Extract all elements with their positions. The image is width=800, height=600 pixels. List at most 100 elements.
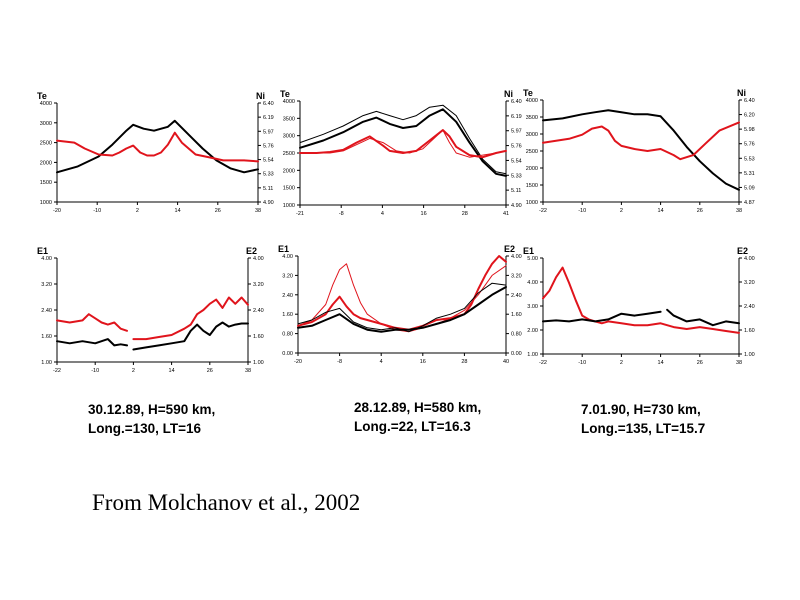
- x-tick-label: -22: [539, 360, 547, 366]
- y-left-tick-label: 3.00: [527, 304, 538, 310]
- caption-right-line2: Long.=135, LT=15.7: [581, 421, 706, 436]
- caption-right: 7.01.90, H=730 km, Long.=135, LT=15.7: [581, 400, 705, 438]
- y-right-tick-label: 4.87: [744, 200, 755, 206]
- y-right-tick-label: 4.00: [253, 256, 264, 262]
- x-tick-label: -21: [296, 211, 304, 217]
- x-tick-label: 41: [503, 211, 509, 217]
- x-tick-label: 4: [380, 359, 383, 365]
- caption-right-line1: 7.01.90, H=730 km,: [581, 402, 701, 417]
- y-right-tick-label: 2.40: [253, 308, 264, 314]
- y-right-tick-label: 1.00: [253, 360, 264, 366]
- series-line-black-4: [297, 282, 507, 333]
- x-tick-label: 38: [255, 208, 261, 214]
- y-left-tick-label: 1.60: [282, 312, 293, 318]
- y-left-tick-label: 1000: [40, 200, 52, 206]
- x-tick-label: 26: [697, 208, 703, 214]
- caption-middle-line2: Long.=22, LT=16.3: [354, 419, 471, 434]
- y-left-tick-label: 3500: [526, 115, 538, 121]
- y-left-tick-label: 4.00: [282, 254, 293, 260]
- y-right-tick-label: 5.09: [744, 185, 755, 191]
- y-left-tick-label: 4000: [40, 101, 52, 107]
- series-line-red-2: [132, 296, 249, 341]
- y-left-tick-label: 3000: [283, 134, 295, 140]
- y-right-tick-label: 5.33: [263, 172, 274, 178]
- x-tick-label: 38: [736, 208, 742, 214]
- series-line-black-2: [299, 104, 507, 175]
- chart-panel-3: Te Ni 1000 1500 2000 2500 3000 3500 4000 4.87 5.09…: [523, 88, 755, 214]
- x-tick-label: 16: [421, 211, 427, 217]
- y-left-tick-label: 3000: [526, 132, 538, 138]
- x-tick-label: 14: [658, 360, 664, 366]
- y-left-tick-label: 0.80: [282, 332, 293, 338]
- y-right-tick-label: 1.60: [253, 334, 264, 340]
- chart-panel-1: Te Ni 1000 1500 2000 2500 3000 4000 4.90 5.11 5.33…: [37, 91, 274, 214]
- chart-panel-4: E1 E2 1.00 1.60 2.40 3.20 4.00 1.00 1.60 2.40 3.20…: [37, 246, 264, 374]
- y-left-tick-label: 1500: [40, 180, 52, 186]
- y-left-label: Te: [523, 88, 533, 98]
- y-right-tick-label: 5.98: [744, 127, 755, 133]
- y-right-tick-label: 0.00: [511, 351, 522, 357]
- y-left-tick-label: 1500: [283, 186, 295, 192]
- series-line-black-3: [666, 308, 740, 327]
- x-tick-label: 40: [503, 359, 509, 365]
- series-line-black-2: [542, 310, 662, 323]
- x-tick-label: -20: [294, 359, 302, 365]
- y-left-tick-label: 1.00: [41, 360, 52, 366]
- chart-panel-6: E1 E2 1.00 2.00 3.00 4.00 5.00 1.00 1.60 2.40 3.20…: [523, 246, 755, 366]
- y-left-label: E1: [278, 244, 289, 254]
- x-tick-label: -8: [337, 359, 342, 365]
- y-left-tick-label: 4000: [526, 98, 538, 104]
- y-right-tick-label: 5.97: [511, 129, 522, 135]
- y-right-tick-label: 3.20: [744, 280, 755, 286]
- y-left-tick-label: 1.60: [41, 334, 52, 340]
- y-right-tick-label: 5.54: [263, 158, 274, 164]
- x-tick-label: 14: [175, 208, 181, 214]
- y-left-tick-label: 2000: [40, 160, 52, 166]
- y-right-tick-label: 5.31: [744, 171, 755, 177]
- y-right-tick-label: 5.54: [511, 158, 522, 164]
- y-right-tick-label: 5.53: [744, 156, 755, 162]
- x-tick-label: 14: [169, 368, 175, 374]
- y-right-tick-label: 2.40: [744, 304, 755, 310]
- y-right-tick-label: 5.11: [263, 186, 273, 192]
- y-left-label: E1: [37, 246, 48, 256]
- y-right-label: E2: [504, 244, 515, 254]
- y-left-tick-label: 5.00: [527, 256, 538, 262]
- chart-panel-5: E1 E2 0.00 0.80 1.60 2.40 3.20 4.00 0.00 0.80 1.60…: [278, 244, 522, 365]
- y-left-tick-label: 3.20: [282, 273, 293, 279]
- y-right-tick-label: 6.19: [263, 115, 274, 121]
- y-right-tick-label: 6.40: [511, 99, 522, 105]
- y-right-tick-label: 2.40: [511, 293, 522, 299]
- y-right-tick-label: 4.90: [511, 203, 522, 209]
- y-left-tick-label: 1500: [526, 183, 538, 189]
- y-left-label: E1: [523, 246, 534, 256]
- y-right-tick-label: 4.90: [263, 200, 274, 206]
- y-left-tick-label: 1000: [526, 200, 538, 206]
- y-right-tick-label: 6.19: [511, 114, 522, 120]
- series-line-red-2: [56, 131, 259, 163]
- y-right-tick-label: 4.00: [744, 256, 755, 262]
- y-left-tick-label: 2000: [283, 168, 295, 174]
- x-tick-label: 2: [620, 360, 623, 366]
- caption-left-line2: Long.=130, LT=16: [88, 421, 202, 436]
- y-left-label: Te: [37, 91, 47, 101]
- series-line-black-1: [56, 119, 259, 174]
- y-right-tick-label: 6.40: [263, 101, 274, 107]
- y-right-tick-label: 4.00: [511, 254, 522, 260]
- y-left-tick-label: 2.40: [282, 293, 293, 299]
- chart-panel-2: Te Ni 1000 1500 2000 2500 3000 3500 4000 4.90 5.11…: [280, 89, 522, 217]
- x-tick-label: -10: [578, 208, 586, 214]
- x-tick-label: -22: [53, 368, 61, 374]
- y-right-tick-label: 5.76: [511, 144, 522, 150]
- x-tick-label: 14: [658, 208, 664, 214]
- y-left-tick-label: 1.00: [527, 352, 538, 358]
- y-left-tick-label: 4.00: [41, 256, 52, 262]
- x-tick-label: -20: [53, 208, 61, 214]
- y-right-label: Ni: [737, 88, 746, 98]
- y-right-tick-label: 3.20: [511, 273, 522, 279]
- y-left-tick-label: 1000: [283, 203, 295, 209]
- x-tick-label: 2: [132, 368, 135, 374]
- x-tick-label: 16: [420, 359, 426, 365]
- x-tick-label: 26: [697, 360, 703, 366]
